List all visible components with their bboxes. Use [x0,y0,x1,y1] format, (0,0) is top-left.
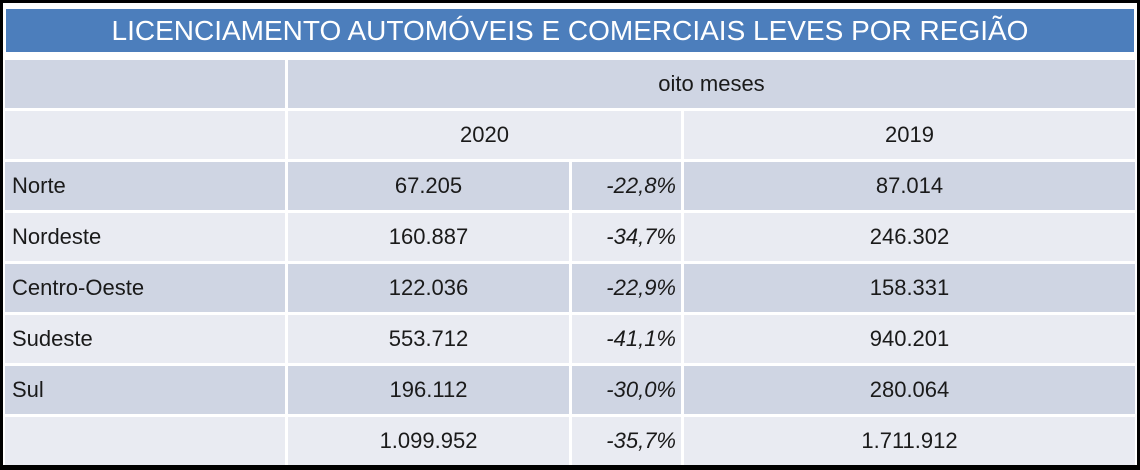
total-variation-cell: -35,7% [572,417,681,465]
variation-cell: -22,8% [572,162,681,210]
region-cell: Sul [5,366,285,414]
value-2019-cell: 87.014 [684,162,1135,210]
total-label-cell [5,417,285,465]
region-cell: Sudeste [5,315,285,363]
value-2019-cell: 246.302 [684,213,1135,261]
variation-cell: -30,0% [572,366,681,414]
region-cell: Centro-Oeste [5,264,285,312]
variation-cell: -22,9% [572,264,681,312]
total-2020-cell: 1.099.952 [288,417,569,465]
value-2019-cell: 280.064 [684,366,1135,414]
corner-cell-top [5,60,285,108]
value-2019-cell: 940.201 [684,315,1135,363]
group-header-cell: oito meses [288,60,1135,108]
corner-cell-years [5,111,285,159]
data-table: oito meses 2020 2019 Norte 67.205 -22,8%… [5,60,1135,465]
value-2019-cell: 158.331 [684,264,1135,312]
value-2020-cell: 67.205 [288,162,569,210]
region-cell: Nordeste [5,213,285,261]
region-cell: Norte [5,162,285,210]
variation-cell: -41,1% [572,315,681,363]
value-2020-cell: 122.036 [288,264,569,312]
column-header-2020: 2020 [288,111,681,159]
page-title: LICENCIAMENTO AUTOMÓVEIS E COMERCIAIS LE… [111,14,1029,46]
value-2020-cell: 196.112 [288,366,569,414]
title-bar: LICENCIAMENTO AUTOMÓVEIS E COMERCIAIS LE… [6,9,1134,52]
variation-cell: -34,7% [572,213,681,261]
total-2019-cell: 1.711.912 [684,417,1135,465]
column-header-2019: 2019 [684,111,1135,159]
value-2020-cell: 160.887 [288,213,569,261]
value-2020-cell: 553.712 [288,315,569,363]
